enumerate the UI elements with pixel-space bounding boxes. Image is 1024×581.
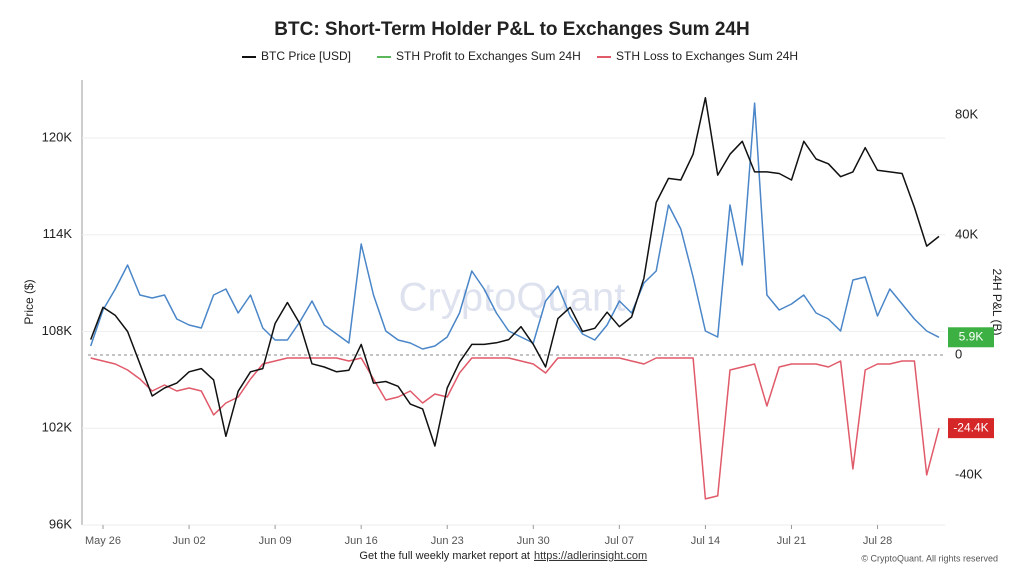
x-tick-label: Jul 07 — [605, 535, 634, 547]
y2-tick-label: 80K — [955, 107, 978, 122]
x-tick-label: May 26 — [85, 535, 121, 547]
series-line — [90, 357, 940, 500]
x-tick-label: Jun 16 — [345, 535, 378, 547]
y2-axis-title: 24H P&L (B) — [990, 269, 1004, 336]
end-label: -24.4K — [953, 420, 988, 434]
y-tick-label: 96K — [49, 516, 72, 531]
x-tick-label: Jun 09 — [259, 535, 292, 547]
x-tick-label: Jul 21 — [777, 535, 806, 547]
x-tick-label: Jul 14 — [691, 535, 720, 547]
y2-tick-label: 0 — [955, 346, 962, 361]
y-axis-title: Price ($) — [22, 279, 36, 324]
footer-link[interactable]: https://adlerinsight.com — [534, 550, 647, 562]
legend-label: BTC Price [USD] — [261, 49, 351, 63]
watermark: CryptoQuant — [399, 276, 626, 320]
y2-tick-label: 40K — [955, 226, 978, 241]
y-tick-label: 108K — [42, 323, 73, 338]
x-tick-label: Jun 23 — [431, 535, 464, 547]
y-tick-label: 102K — [42, 420, 73, 435]
end-label-box — [948, 327, 994, 348]
y-tick-label: 114K — [43, 226, 73, 241]
footer-text: Get the full weekly market report at — [359, 550, 530, 562]
legend-label: STH Loss to Exchanges Sum 24H — [616, 49, 798, 63]
end-label: 5.9K — [959, 329, 984, 343]
legend-label: STH Profit to Exchanges Sum 24H — [396, 49, 581, 63]
chart-title: BTC: Short-Term Holder P&L to Exchanges … — [274, 19, 749, 40]
x-tick-label: Jun 30 — [517, 535, 550, 547]
y-tick-label: 120K — [42, 129, 73, 144]
x-tick-label: Jul 28 — [863, 535, 892, 547]
end-label-box — [948, 418, 994, 439]
copyright: © CryptoQuant. All rights reserved — [861, 553, 998, 563]
series-line — [89, 96, 940, 447]
y2-tick-label: -40K — [955, 466, 983, 481]
x-tick-label: Jun 02 — [173, 535, 206, 547]
